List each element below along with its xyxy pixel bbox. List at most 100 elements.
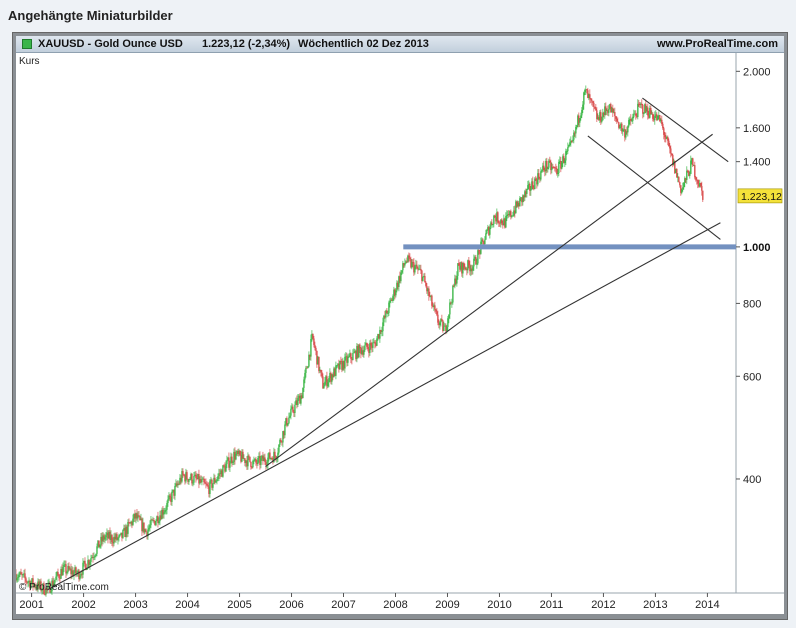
candle: [47, 579, 49, 594]
candle-body: [77, 570, 79, 574]
candle-body: [493, 215, 495, 225]
candle-body: [387, 313, 389, 314]
candle: [37, 578, 39, 593]
candle-body: [390, 299, 392, 301]
candle-body: [694, 165, 696, 178]
candle: [90, 554, 92, 566]
candle: [444, 323, 446, 327]
candle: [116, 532, 118, 541]
price-change-label: 1.223,12 (-2,34%): [202, 38, 291, 50]
candle: [183, 473, 185, 477]
candle: [503, 214, 505, 226]
candle: [143, 522, 145, 535]
candle-body: [379, 330, 381, 339]
candle: [290, 405, 292, 420]
candle-body: [18, 575, 20, 578]
candle: [317, 355, 319, 365]
candle: [255, 456, 257, 466]
candle: [507, 210, 509, 219]
candle: [159, 510, 161, 526]
price-chart: 2.000 1.600 1.400 800 600 400 1.000 1.223,12 20…: [16, 53, 784, 614]
candle: [538, 169, 540, 180]
candle: [505, 212, 507, 229]
candle: [166, 500, 168, 515]
candle-body: [645, 104, 647, 112]
candle-body: [434, 305, 436, 310]
candle: [520, 196, 522, 202]
candle-body: [275, 455, 277, 460]
candle: [495, 213, 497, 225]
candle-body: [678, 177, 680, 183]
candle: [621, 122, 623, 134]
candle-body: [265, 462, 267, 466]
candle-body: [405, 261, 407, 264]
candle: [575, 124, 577, 139]
candle: [32, 574, 34, 591]
candle-body: [683, 182, 685, 188]
candle: [24, 568, 26, 583]
symbol-label: XAUUSD - Gold Ounce USD: [38, 38, 183, 50]
candle-body: [116, 534, 118, 540]
candle: [518, 201, 520, 210]
candle: [401, 270, 403, 275]
candle: [463, 261, 465, 270]
candle-body: [173, 489, 175, 496]
candle: [58, 573, 60, 581]
candle-body: [578, 115, 580, 123]
candle: [206, 481, 208, 487]
candle-body: [65, 564, 67, 574]
candle: [236, 450, 238, 456]
x-tick-label: 2014: [695, 599, 719, 611]
candle-body: [53, 582, 55, 586]
candle: [366, 342, 368, 350]
candle-body: [460, 262, 462, 270]
candle: [148, 524, 150, 532]
candle: [354, 348, 356, 354]
candle: [632, 113, 634, 125]
x-tick-label: 2008: [383, 599, 407, 611]
candle: [403, 262, 405, 268]
candle-body: [343, 360, 345, 369]
candle: [300, 392, 302, 406]
candle: [591, 98, 593, 106]
source-link[interactable]: www.ProRealTime.com: [656, 38, 778, 50]
candle-body: [372, 342, 374, 348]
candle: [201, 476, 203, 486]
candle: [627, 125, 629, 137]
candle-body: [414, 266, 416, 273]
candle: [238, 448, 240, 457]
candle-body: [611, 107, 613, 113]
candle: [540, 167, 542, 182]
candle-body: [39, 581, 41, 587]
candle-body: [404, 263, 406, 266]
candle: [428, 286, 430, 301]
candle-body: [68, 565, 70, 570]
candle-body: [164, 510, 166, 513]
candle-body: [527, 185, 529, 189]
candle-body: [67, 565, 69, 572]
candle-body: [419, 268, 421, 270]
candle: [569, 138, 571, 147]
candle-body: [634, 113, 636, 115]
candle: [108, 530, 110, 539]
candle-body: [364, 345, 366, 351]
candle: [603, 111, 605, 118]
candle: [551, 162, 553, 174]
candle-body: [416, 264, 418, 269]
candle-body: [552, 166, 554, 168]
candle-body: [556, 168, 558, 175]
candle: [122, 529, 124, 539]
candle-body: [455, 278, 457, 284]
candle-body: [599, 112, 601, 121]
candle-body: [61, 569, 63, 576]
candle: [434, 301, 436, 313]
candle: [492, 223, 494, 228]
candle: [198, 469, 200, 489]
candle-body: [344, 356, 346, 369]
candle-body: [535, 178, 537, 180]
candle: [325, 375, 327, 385]
candle: [267, 453, 269, 470]
candle: [610, 102, 612, 113]
candle: [312, 333, 314, 341]
candle-body: [378, 334, 380, 339]
